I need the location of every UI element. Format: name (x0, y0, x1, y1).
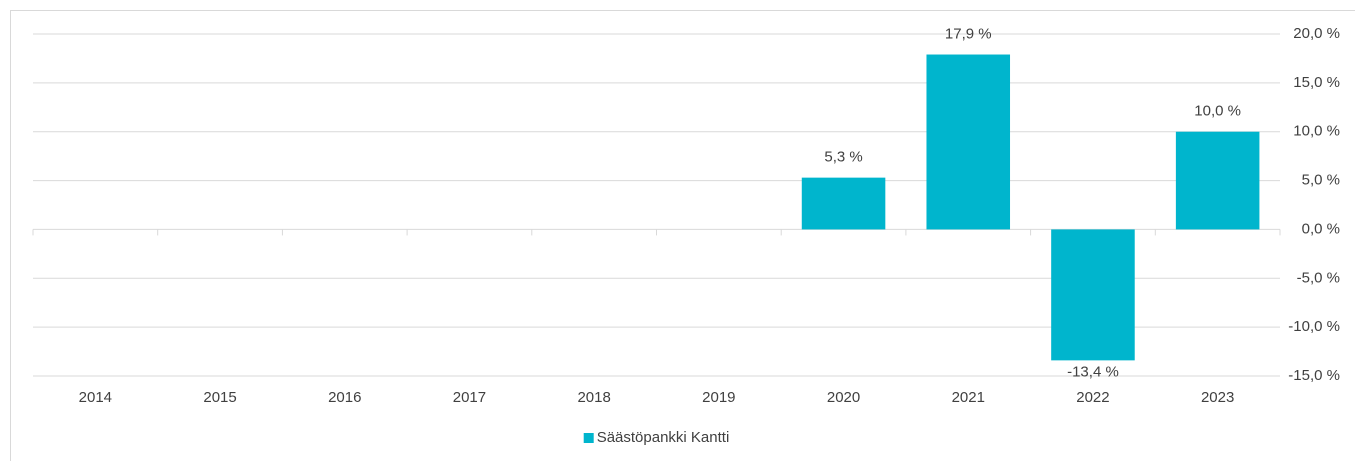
bar (801, 177, 886, 230)
bar (1175, 131, 1260, 230)
y-tick-label: 15,0 % (1293, 74, 1340, 91)
bar (926, 54, 1011, 230)
data-label: 17,9 % (945, 25, 992, 42)
x-tick-label: 2022 (1076, 389, 1109, 406)
bar (1051, 229, 1135, 361)
y-tick-label: -15,0 % (1288, 367, 1340, 384)
x-tick-label: 2023 (1201, 389, 1234, 406)
x-tick-label: 2015 (203, 389, 236, 406)
x-tick-label: 2014 (79, 389, 112, 406)
x-tick-label: 2020 (827, 389, 860, 406)
y-tick-label: 10,0 % (1293, 123, 1340, 140)
y-tick-label: -10,0 % (1288, 318, 1340, 335)
y-tick-label: 5,0 % (1302, 172, 1340, 189)
x-tick-label: 2017 (453, 389, 486, 406)
x-tick-label: 2019 (702, 389, 735, 406)
legend-label: Säästöpankki Kantti (597, 429, 730, 446)
y-tick-label: -5,0 % (1297, 269, 1340, 286)
legend-swatch (583, 433, 594, 443)
x-tick-label: 2016 (328, 389, 361, 406)
y-tick-label: 20,0 % (1293, 25, 1340, 42)
x-tick-label: 2021 (952, 389, 985, 406)
data-label: 5,3 % (824, 149, 862, 166)
frame (10, 10, 1355, 461)
x-tick-label: 2018 (577, 389, 610, 406)
y-tick-label: 0,0 % (1302, 220, 1340, 237)
data-label: -13,4 % (1067, 363, 1119, 380)
data-label: 10,0 % (1194, 103, 1241, 120)
